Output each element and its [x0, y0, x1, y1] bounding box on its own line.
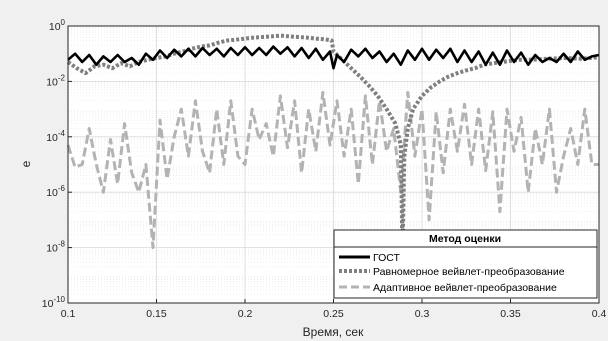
y-axis-label: e — [19, 160, 33, 167]
x-tick-label: 0.2 — [238, 308, 253, 320]
legend: Метод оценки ГОСТ Равномерное вейвлет-пр… — [333, 229, 598, 299]
x-axis-label: Время, сек — [303, 325, 364, 339]
x-tick-label: 0.15 — [146, 308, 167, 320]
legend-entry-uniform: Равномерное вейвлет-преобразование — [373, 266, 565, 278]
series-gost — [67, 45, 600, 70]
legend-box — [333, 229, 598, 299]
series-layer — [66, 33, 600, 258]
legend-title: Метод оценки — [429, 233, 501, 245]
series-adaptive-wavelet — [66, 90, 599, 250]
x-tick-label: 0.25 — [323, 308, 344, 320]
legend-entry-gost: ГОСТ — [373, 252, 400, 264]
x-tick-label: 0.35 — [500, 308, 521, 320]
x-tick-label: 0.1 — [61, 308, 76, 320]
series-uniform-wavelet — [66, 33, 600, 258]
x-tick-label: 0.4 — [592, 308, 607, 320]
x-axis-ticks: 0.1 0.15 0.2 0.25 0.3 0.35 0.4 — [61, 299, 607, 320]
legend-entry-adaptive: Адаптивное вейвлет-преобразование — [373, 282, 557, 294]
x-tick-label: 0.3 — [415, 308, 430, 320]
